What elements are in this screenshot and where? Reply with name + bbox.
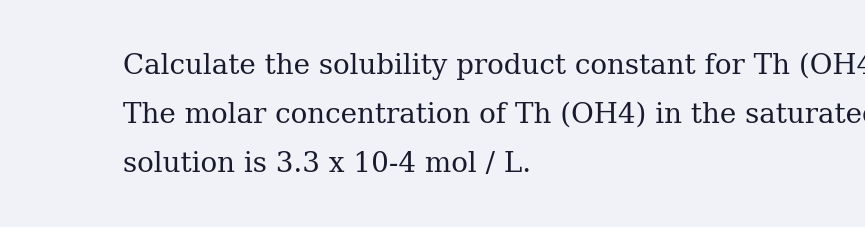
- Text: Calculate the solubility product constant for Th (OH4).: Calculate the solubility product constan…: [123, 52, 865, 79]
- Text: solution is 3.3 x 10-4 mol / L.: solution is 3.3 x 10-4 mol / L.: [123, 150, 531, 177]
- Text: The molar concentration of Th (OH4) in the saturated: The molar concentration of Th (OH4) in t…: [123, 101, 865, 128]
